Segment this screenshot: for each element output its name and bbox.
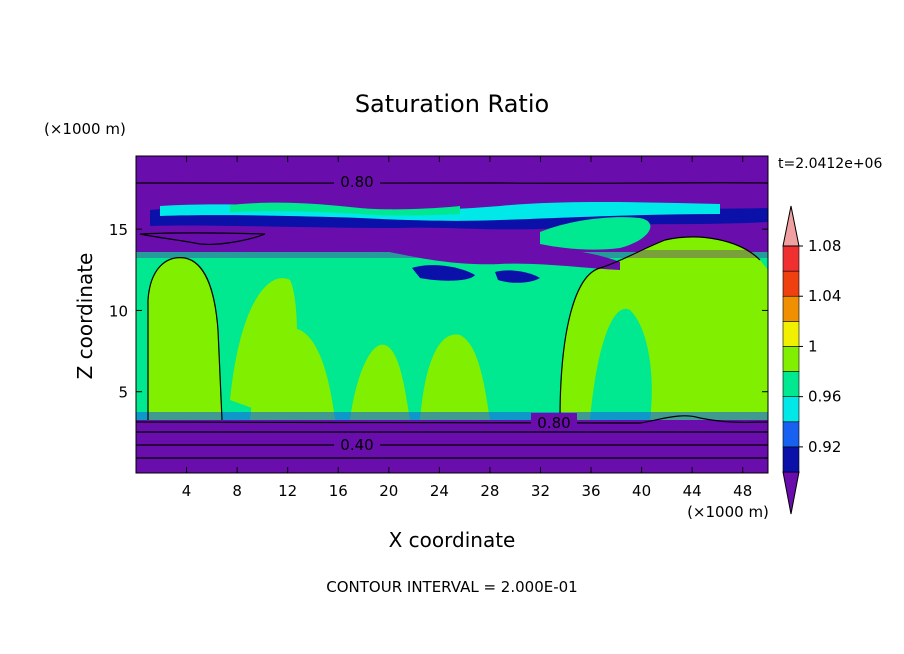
y-tick-label: 10	[109, 302, 128, 320]
x-axis: 4 8 12 16 20 24 28 32 36 40 44 48	[182, 156, 752, 500]
x-tick-label: 24	[430, 482, 449, 500]
cloud-region	[350, 344, 410, 420]
contour-interval-footer: CONTOUR INTERVAL = 2.000E-01	[326, 578, 577, 596]
cloud-region	[420, 334, 490, 420]
cloud-region	[230, 278, 297, 420]
colorbar-segment	[782, 421, 800, 448]
y-axis-title: Z coordinate	[73, 253, 97, 380]
upper-dry-band	[136, 230, 620, 270]
colorbar-segment	[782, 396, 800, 423]
colorbar-segment	[782, 446, 800, 473]
time-label: t=2.0412e+06	[778, 156, 882, 172]
x-tick-label: 8	[232, 482, 242, 500]
contour-line-labels: 0.80 0.80 0.40	[334, 172, 577, 454]
cloud-region	[590, 308, 652, 420]
x-tick-label: 28	[480, 482, 499, 500]
contour-line	[136, 457, 768, 459]
colorbar-segment	[782, 321, 800, 347]
contour-lines	[136, 182, 768, 459]
contour-label: 0.80	[340, 173, 373, 191]
x-tick-label: 44	[683, 482, 702, 500]
contour-label: 0.80	[537, 414, 570, 432]
y-tick-label: 5	[118, 384, 128, 402]
colorbar-segment	[782, 295, 800, 322]
y-axis: 5 10 15	[109, 221, 768, 402]
colorbar-label: 1.04	[808, 287, 841, 305]
contour-line	[136, 431, 768, 433]
y-tick-label: 15	[109, 221, 128, 239]
x-axis-title: X coordinate	[389, 528, 516, 552]
contour-line	[136, 415, 768, 424]
contour-field	[136, 156, 768, 473]
colorbar-segment	[782, 371, 800, 397]
x-tick-label: 32	[531, 482, 550, 500]
contour-line	[139, 232, 266, 245]
z-unit-label: (×1000 m)	[44, 120, 126, 138]
colorbar-segment	[782, 245, 800, 272]
lower-band	[136, 420, 768, 473]
colorbar: 0.92 0.96 1 1.04 1.08	[782, 205, 841, 515]
contour-line	[147, 257, 223, 421]
x-tick-label: 4	[182, 482, 192, 500]
colorbar-label: 0.92	[808, 438, 841, 456]
x-unit-label: (×1000 m)	[687, 503, 769, 521]
colorbar-label: 1	[808, 337, 818, 355]
colorbar-max-triangle	[782, 205, 800, 247]
x-tick-label: 16	[329, 482, 348, 500]
colorbar-min-triangle	[782, 471, 800, 515]
chart-title: Saturation Ratio	[355, 90, 549, 118]
contour-line	[559, 236, 761, 421]
x-tick-label: 48	[733, 482, 752, 500]
x-tick-label: 12	[278, 482, 297, 500]
contour-label: 0.40	[340, 436, 373, 454]
colorbar-segment	[782, 346, 800, 372]
x-tick-label: 40	[632, 482, 651, 500]
cloud-region	[148, 257, 222, 420]
colorbar-label: 1.08	[808, 237, 841, 255]
contour-line	[136, 444, 768, 446]
contour-line	[136, 182, 768, 184]
plot-frame	[135, 155, 769, 474]
x-tick-label: 20	[379, 482, 398, 500]
colorbar-segment	[782, 270, 800, 297]
colorbar-label: 0.96	[808, 388, 841, 406]
x-tick-label: 36	[581, 482, 600, 500]
